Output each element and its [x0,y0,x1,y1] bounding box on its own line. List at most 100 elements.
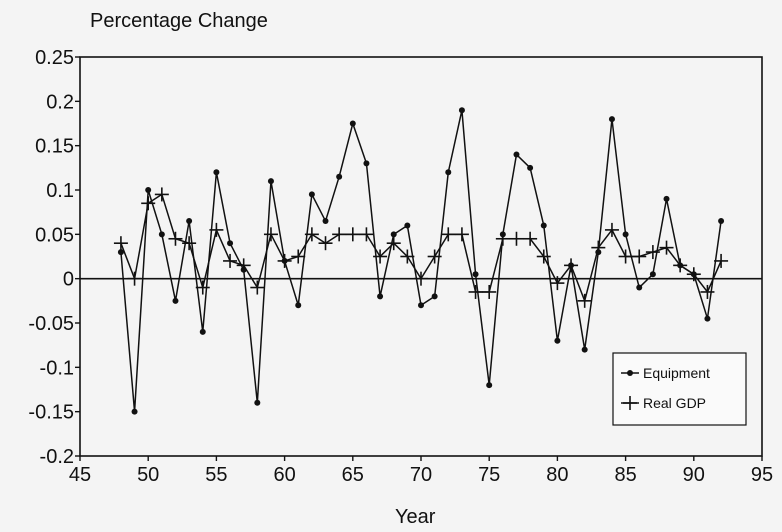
data-point-real-gdp [604,222,619,237]
data-point-equipment [349,120,356,127]
data-point-real-gdp [550,276,565,291]
data-point-equipment [445,169,452,176]
data-point-equipment [267,178,274,185]
data-point-equipment [145,187,152,193]
data-point-equipment [363,160,370,167]
data-point-real-gdp [441,227,456,242]
legend-box [612,352,747,426]
x-tick-label: 90 [683,464,705,486]
y-tick-label: 0.1 [46,180,74,202]
data-point-real-gdp [373,249,388,264]
x-tick-label: 95 [751,464,773,486]
data-point-real-gdp [536,249,551,264]
data-point-equipment [213,169,220,176]
y-tick-label: -0.15 [28,402,74,424]
data-point-real-gdp [332,227,347,242]
data-point-real-gdp [645,245,660,260]
data-point-equipment [472,271,479,278]
y-tick-label: 0.05 [35,224,74,246]
data-point-real-gdp [223,253,238,268]
x-tick-label: 75 [478,464,500,486]
data-point-real-gdp [127,271,142,286]
data-point-equipment [158,231,165,238]
data-point-equipment [431,293,438,300]
data-point-equipment [458,107,465,114]
data-point-real-gdp [482,284,497,299]
y-tick-label: -0.2 [40,446,74,468]
data-point-real-gdp [182,236,197,251]
data-point-real-gdp [386,236,401,251]
data-point-real-gdp [263,227,278,242]
data-point-real-gdp [632,249,647,264]
legend-label-equipment: Equipment [643,365,710,381]
y-tick-label: 0 [63,269,74,291]
data-point-equipment [390,231,397,238]
data-point-equipment [418,302,424,309]
data-point-real-gdp [618,249,633,264]
data-point-equipment [117,249,124,256]
x-tick-label: 80 [546,464,568,486]
data-point-real-gdp [209,222,224,237]
data-point-real-gdp [318,236,333,251]
data-point-real-gdp [168,231,183,246]
data-point-real-gdp [277,253,292,268]
data-point-equipment [540,222,547,229]
y-tick-label: 0.25 [35,47,74,69]
data-point-real-gdp [591,240,606,255]
data-point-equipment [527,164,534,171]
data-point-equipment [718,218,725,225]
data-point-equipment [295,302,302,309]
data-point-real-gdp [495,231,510,246]
data-point-equipment [377,293,384,300]
data-point-equipment [581,346,588,353]
x-axis-title: Year [395,506,436,528]
data-point-real-gdp [113,236,128,251]
data-point-real-gdp [673,258,688,273]
y-tick-label: 0.15 [35,136,74,158]
data-point-real-gdp [714,253,729,268]
data-point-equipment [336,173,343,180]
legend-marker-real-gdp [623,396,637,410]
legend-marker-equipment [627,370,633,376]
data-point-real-gdp [141,196,156,211]
data-point-real-gdp [427,249,442,264]
data-point-equipment [308,191,315,198]
data-point-real-gdp [686,267,701,282]
data-point-real-gdp [359,227,374,242]
x-tick-label: 55 [205,464,227,486]
legend-label-real-gdp: Real GDP [643,395,706,411]
data-point-equipment [622,231,629,238]
data-point-real-gdp [700,284,715,299]
data-point-real-gdp [468,284,483,299]
data-point-real-gdp [345,227,360,242]
data-point-equipment [172,297,179,304]
x-tick-label: 70 [410,464,432,486]
data-point-equipment [199,328,206,335]
x-tick-label: 85 [614,464,636,486]
data-point-real-gdp [250,280,265,295]
data-point-real-gdp [523,231,538,246]
data-point-real-gdp [577,293,592,308]
data-point-real-gdp [236,258,251,273]
data-point-equipment [131,408,138,415]
y-axis-title: Percentage Change [90,10,268,32]
data-point-real-gdp [154,187,169,202]
data-point-equipment [636,284,643,291]
data-point-real-gdp [195,280,210,295]
data-point-real-gdp [304,227,319,242]
y-tick-label: 0.2 [46,91,74,113]
data-point-real-gdp [291,249,306,264]
data-point-real-gdp [659,240,674,255]
data-point-equipment [404,222,411,229]
data-point-equipment [649,271,656,278]
data-point-equipment [227,240,234,247]
x-tick-label: 50 [137,464,159,486]
data-point-equipment [554,337,561,344]
data-point-equipment [486,382,493,389]
y-tick-label: -0.05 [28,313,74,335]
data-point-equipment [322,218,329,225]
x-tick-label: 65 [342,464,364,486]
y-tick-label: -0.1 [40,357,74,379]
data-point-equipment [663,195,670,202]
